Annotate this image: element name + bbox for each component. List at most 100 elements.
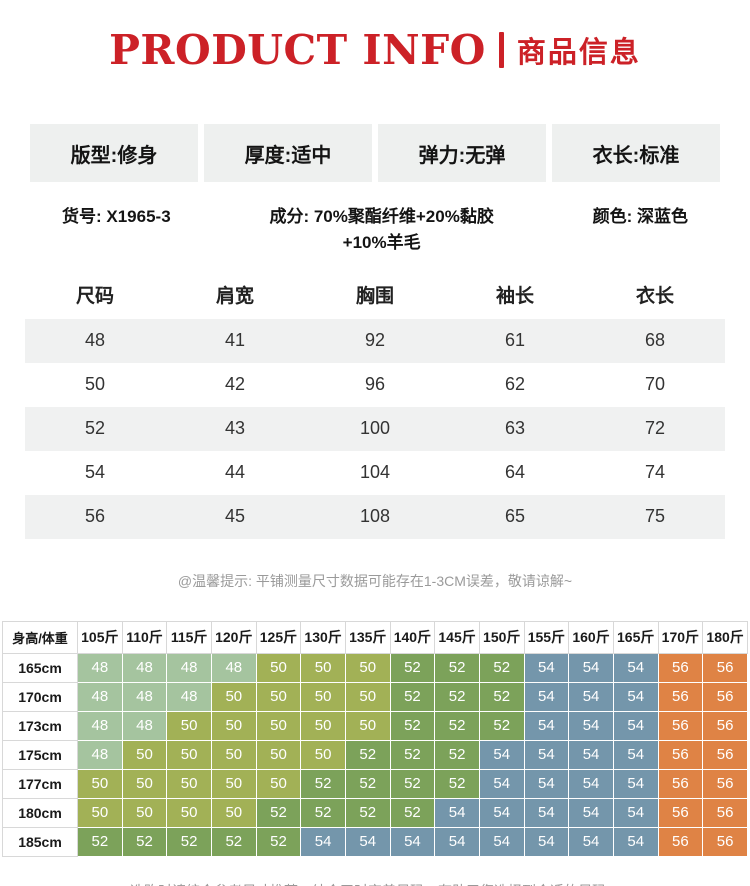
rec-size-cell: 50 <box>210 768 257 799</box>
rec-size-cell: 52 <box>210 826 257 857</box>
rec-size-cell: 52 <box>434 739 480 770</box>
rec-weight-header: 160斤 <box>568 620 614 654</box>
size-table: 尺码 肩宽 胸围 袖长 衣长 48 41 92 61 68 50 42 96 62 70 52 43 100 63 7… <box>25 271 725 539</box>
rec-size-cell: 48 <box>166 652 212 683</box>
rec-size-cell: 48 <box>77 652 123 683</box>
rec-size-cell: 48 <box>77 710 123 741</box>
rec-corner-cell: 身高/体重 <box>2 620 78 654</box>
size-table-cell: 45 <box>165 494 305 539</box>
rec-size-cell: 54 <box>612 652 659 683</box>
attribute-box: 弹力:无弹 <box>378 124 546 182</box>
composition: 成分: 70%聚酯纤维+20%黏胶 +10%羊毛 <box>269 204 493 257</box>
rec-size-cell: 52 <box>389 710 436 741</box>
size-table-cell: 42 <box>224 374 246 395</box>
footer-note: 选购时请综合参考尺寸推荐，结合平时穿着尺码，有助于您选择到合适的尺码。 <box>0 881 750 886</box>
rec-size-cell: 56 <box>702 768 748 799</box>
rec-size-cell: 52 <box>434 768 480 799</box>
rec-size-cell: 54 <box>434 826 480 857</box>
rec-weight-header: 110斤 <box>121 620 168 654</box>
rec-row: 173cm 48 48 50 50 50 50 50 52 52 52 54 54 54 56 56 <box>2 710 748 741</box>
rec-size-cell: 50 <box>255 768 302 799</box>
rec-size-cell: 56 <box>657 768 704 799</box>
rec-size-cell: 54 <box>568 710 614 741</box>
rec-size-cell: 50 <box>121 739 168 770</box>
attribute-box: 衣长:标准 <box>552 124 720 182</box>
size-recommendation-table: 身高/体重 105斤 110斤 115斤 120斤 125斤 130斤 135斤 140斤 145… <box>2 620 748 857</box>
size-table-cell: 50 <box>84 374 106 395</box>
rec-height-label: 185cm <box>2 826 78 857</box>
size-table-cell: 96 <box>364 374 386 395</box>
page-title-zh: 商品信息 <box>516 37 641 69</box>
rec-size-cell: 50 <box>255 739 302 770</box>
rec-size-cell: 54 <box>523 739 570 770</box>
rec-size-cell: 50 <box>300 681 346 712</box>
rec-size-cell: 50 <box>300 652 346 683</box>
rec-weight-header: 105斤 <box>77 620 123 654</box>
size-table-cell: 56 <box>25 494 165 539</box>
rec-weight-header: 145斤 <box>434 620 480 654</box>
composition-line2: +10%羊毛 <box>342 233 421 253</box>
size-table-cell: 68 <box>585 318 725 363</box>
rec-size-cell: 56 <box>657 797 704 828</box>
size-table-cell: 61 <box>445 318 585 363</box>
rec-size-cell: 50 <box>255 652 302 683</box>
rec-size-cell: 50 <box>210 739 257 770</box>
size-table-header: 袖长 <box>495 286 534 308</box>
rec-size-cell: 50 <box>166 797 212 828</box>
product-meta-row: 货号: X1965-3 成分: 70%聚酯纤维+20%黏胶 +10%羊毛 颜色:… <box>62 204 688 257</box>
size-table-row: 50 42 96 62 70 <box>25 363 725 407</box>
attribute-box: 版型:修身 <box>30 124 198 182</box>
size-table-cell: 44 <box>224 462 246 483</box>
rec-size-cell: 54 <box>612 797 659 828</box>
rec-weight-header: 115斤 <box>166 620 212 654</box>
rec-size-cell: 54 <box>478 826 525 857</box>
rec-size-cell: 52 <box>344 768 391 799</box>
rec-size-cell: 50 <box>300 739 346 770</box>
rec-row: 170cm 48 48 48 50 50 50 50 52 52 52 54 54 54 56 56 <box>2 681 748 712</box>
rec-size-cell: 52 <box>255 826 302 857</box>
rec-size-cell: 52 <box>434 681 480 712</box>
rec-size-cell: 52 <box>77 826 123 857</box>
title-divider <box>498 32 504 68</box>
page-title-en: PRODUCT INFO <box>109 26 486 74</box>
rec-size-cell: 50 <box>166 739 212 770</box>
rec-size-cell: 56 <box>702 826 748 857</box>
rec-size-cell: 56 <box>657 739 704 770</box>
size-table-cell: 75 <box>585 494 725 539</box>
rec-size-cell: 54 <box>612 768 659 799</box>
page-header: PRODUCT INFO 商品信息 <box>0 0 750 74</box>
rec-size-cell: 54 <box>523 681 570 712</box>
rec-size-cell: 54 <box>612 681 659 712</box>
rec-weight-header: 150斤 <box>478 620 525 654</box>
composition-line1: 成分: 70%聚酯纤维+20%黏胶 <box>269 207 494 226</box>
rec-size-cell: 52 <box>434 652 480 683</box>
rec-size-cell: 56 <box>702 652 748 683</box>
rec-size-cell: 56 <box>702 710 748 741</box>
rec-row: 175cm 48 50 50 50 50 50 52 52 52 54 54 54 54 56 56 <box>2 739 748 770</box>
rec-size-cell: 50 <box>344 652 391 683</box>
rec-size-cell: 54 <box>612 710 659 741</box>
size-table-cell: 70 <box>644 374 666 395</box>
size-table-row: 48 41 92 61 68 <box>25 318 725 363</box>
rec-size-cell: 54 <box>478 797 525 828</box>
rec-header-row: 身高/体重 105斤 110斤 115斤 120斤 125斤 130斤 135斤 140斤 145… <box>2 620 748 654</box>
rec-size-cell: 56 <box>657 681 704 712</box>
rec-height-label: 173cm <box>2 710 78 741</box>
rec-size-cell: 52 <box>121 826 168 857</box>
rec-height-label: 177cm <box>2 768 78 799</box>
rec-weight-header: 170斤 <box>657 620 704 654</box>
rec-size-cell: 54 <box>478 768 525 799</box>
rec-weight-header: 130斤 <box>300 620 346 654</box>
rec-size-cell: 54 <box>568 739 614 770</box>
rec-size-cell: 48 <box>121 681 168 712</box>
size-table-cell: 62 <box>504 374 526 395</box>
rec-weight-header: 135斤 <box>344 620 391 654</box>
rec-size-cell: 52 <box>478 710 525 741</box>
rec-size-cell: 48 <box>166 681 212 712</box>
rec-size-cell: 54 <box>568 797 614 828</box>
rec-size-cell: 50 <box>121 768 168 799</box>
rec-weight-header: 180斤 <box>702 620 748 654</box>
rec-size-cell: 54 <box>300 826 346 857</box>
size-table-cell: 48 <box>25 318 165 363</box>
